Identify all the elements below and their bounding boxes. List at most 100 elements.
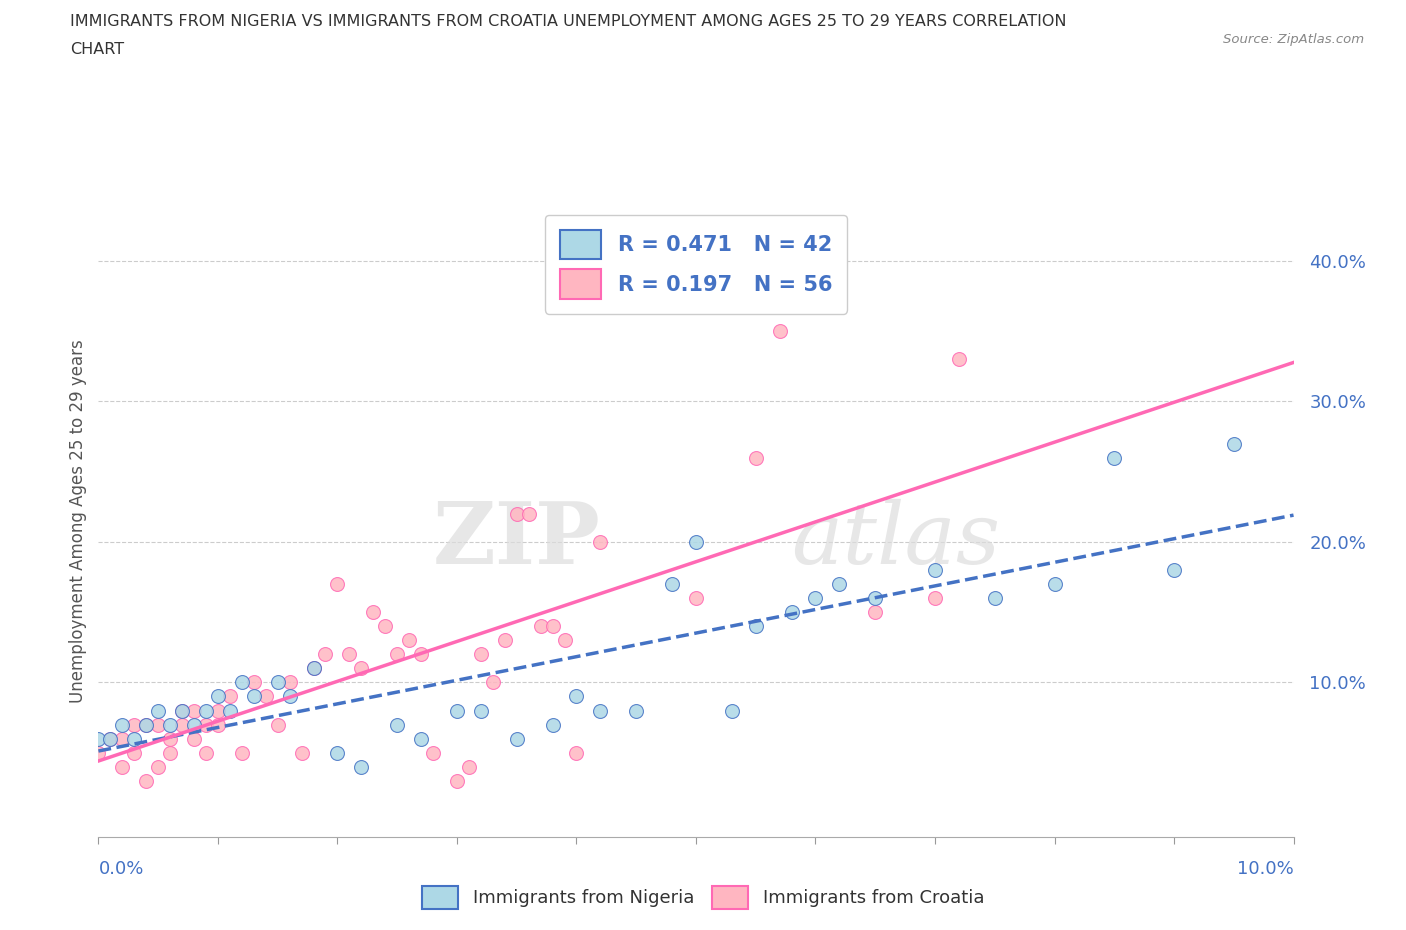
Legend: Immigrants from Nigeria, Immigrants from Croatia: Immigrants from Nigeria, Immigrants from…: [415, 879, 991, 916]
Point: [411, 731, 433, 746]
Text: CHART: CHART: [70, 42, 124, 57]
Point: [124, 731, 146, 746]
Point: [135, 717, 157, 732]
Point: [685, 591, 707, 605]
Point: [183, 717, 205, 732]
Point: [541, 717, 564, 732]
Point: [924, 591, 946, 605]
Point: [243, 689, 266, 704]
Point: [458, 759, 481, 774]
Point: [278, 689, 301, 704]
Point: [172, 703, 194, 718]
Point: [302, 661, 325, 676]
Text: atlas: atlas: [792, 498, 1001, 581]
Point: [470, 647, 492, 662]
Point: [183, 703, 205, 718]
Point: [159, 745, 181, 760]
Point: [207, 703, 229, 718]
Point: [541, 618, 564, 633]
Point: [565, 745, 588, 760]
Y-axis label: Unemployment Among Ages 25 to 29 years: Unemployment Among Ages 25 to 29 years: [69, 339, 87, 703]
Point: [98, 731, 122, 746]
Text: 10.0%: 10.0%: [1237, 860, 1294, 878]
Point: [183, 731, 205, 746]
Point: [529, 618, 551, 633]
Point: [481, 675, 505, 690]
Point: [1043, 577, 1066, 591]
Point: [267, 675, 290, 690]
Point: [554, 632, 576, 647]
Point: [111, 717, 134, 732]
Point: [983, 591, 1005, 605]
Point: [231, 675, 253, 690]
Point: [506, 506, 529, 521]
Point: [948, 352, 970, 366]
Text: IMMIGRANTS FROM NIGERIA VS IMMIGRANTS FROM CROATIA UNEMPLOYMENT AMONG AGES 25 TO: IMMIGRANTS FROM NIGERIA VS IMMIGRANTS FR…: [70, 14, 1067, 29]
Point: [411, 647, 433, 662]
Point: [589, 703, 612, 718]
Point: [148, 717, 170, 732]
Point: [745, 618, 768, 633]
Point: [243, 675, 266, 690]
Point: [290, 745, 312, 760]
Point: [231, 745, 253, 760]
Text: ZIP: ZIP: [433, 498, 600, 582]
Point: [315, 647, 337, 662]
Point: [780, 604, 803, 619]
Point: [219, 703, 242, 718]
Point: [219, 689, 242, 704]
Point: [685, 535, 707, 550]
Point: [768, 324, 790, 339]
Point: [924, 563, 946, 578]
Point: [267, 717, 290, 732]
Point: [87, 745, 110, 760]
Point: [159, 717, 181, 732]
Point: [374, 618, 396, 633]
Point: [865, 591, 887, 605]
Point: [124, 717, 146, 732]
Point: [385, 647, 409, 662]
Point: [589, 535, 612, 550]
Point: [721, 703, 744, 718]
Point: [135, 774, 157, 789]
Point: [111, 731, 134, 746]
Text: Source: ZipAtlas.com: Source: ZipAtlas.com: [1223, 33, 1364, 46]
Point: [172, 703, 194, 718]
Point: [135, 717, 157, 732]
Point: [87, 731, 110, 746]
Point: [194, 703, 218, 718]
Point: [148, 759, 170, 774]
Point: [1163, 563, 1185, 578]
Point: [422, 745, 444, 760]
Point: [172, 717, 194, 732]
Point: [494, 632, 516, 647]
Point: [350, 759, 373, 774]
Text: 0.0%: 0.0%: [98, 860, 143, 878]
Point: [398, 632, 420, 647]
Point: [124, 745, 146, 760]
Point: [565, 689, 588, 704]
Point: [254, 689, 277, 704]
Point: [385, 717, 409, 732]
Point: [326, 745, 349, 760]
Point: [207, 689, 229, 704]
Point: [194, 717, 218, 732]
Point: [506, 731, 529, 746]
Point: [302, 661, 325, 676]
Point: [148, 703, 170, 718]
Point: [363, 604, 385, 619]
Point: [159, 731, 181, 746]
Point: [446, 774, 468, 789]
Point: [350, 661, 373, 676]
Point: [194, 745, 218, 760]
Point: [446, 703, 468, 718]
Point: [828, 577, 851, 591]
Point: [339, 647, 360, 662]
Point: [624, 703, 647, 718]
Point: [517, 506, 540, 521]
Point: [661, 577, 683, 591]
Point: [470, 703, 492, 718]
Point: [745, 450, 768, 465]
Point: [278, 675, 301, 690]
Legend: R = 0.471   N = 42, R = 0.197   N = 56: R = 0.471 N = 42, R = 0.197 N = 56: [546, 215, 846, 313]
